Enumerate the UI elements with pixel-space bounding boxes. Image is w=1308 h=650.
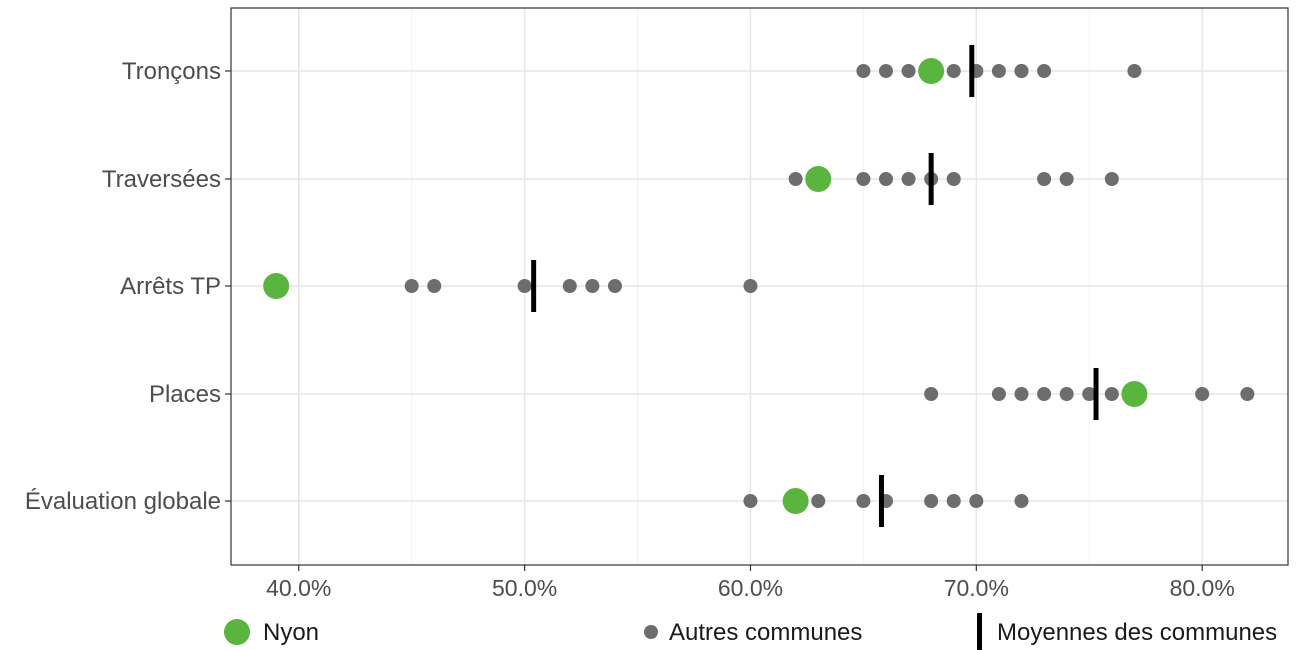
- autres-communes-point: [743, 279, 758, 293]
- nyon-point: [805, 166, 832, 192]
- grid-lines: [231, 8, 1288, 565]
- autres-communes-point: [404, 279, 419, 293]
- y-tick-label-traversees: Traversées: [102, 166, 221, 193]
- legend: Nyon Autres communes Moyennes des communes: [224, 613, 1277, 650]
- autres-communes-point: [946, 172, 961, 186]
- moyenne-bar: [878, 475, 884, 527]
- moyenne-bar: [969, 45, 975, 97]
- autres-communes-point: [1082, 387, 1097, 401]
- autres-communes-point: [991, 64, 1006, 78]
- y-tick-label-arrets-tp: Arrêts TP: [120, 273, 221, 300]
- chart-marks: [263, 45, 1255, 527]
- nyon-point: [1121, 381, 1148, 407]
- autres-communes-point: [924, 387, 939, 401]
- autres-communes-point: [585, 279, 600, 293]
- legend-autres-marker: [644, 625, 658, 639]
- x-tick-label: 60.0%: [718, 575, 783, 601]
- autres-communes-point: [878, 172, 893, 186]
- y-tick-label-troncons: Tronçons: [122, 58, 221, 85]
- nyon-point: [918, 58, 945, 84]
- legend-nyon-label: Nyon: [263, 619, 319, 646]
- autres-communes-point: [427, 279, 442, 293]
- legend-moyennes-marker: [977, 613, 982, 650]
- autres-communes-point: [1127, 64, 1142, 78]
- y-tick-label-evaluation-globale: Évaluation globale: [25, 488, 221, 515]
- moyenne-bar: [531, 260, 537, 312]
- autres-communes-point: [856, 494, 871, 508]
- x-tick-label: 40.0%: [266, 575, 331, 601]
- legend-nyon-marker: [224, 619, 250, 645]
- y-axis: Tronçons Traversées Arrêts TP Places Évaluat…: [25, 58, 231, 515]
- autres-communes-point: [811, 494, 826, 508]
- nyon-point: [782, 488, 809, 514]
- autres-communes-point: [1240, 387, 1255, 401]
- autres-communes-point: [1037, 387, 1052, 401]
- x-tick-label: 70.0%: [944, 575, 1009, 601]
- autres-communes-point: [743, 494, 758, 508]
- autres-communes-point: [788, 172, 803, 186]
- autres-communes-point: [1195, 387, 1210, 401]
- moyenne-bar: [928, 153, 934, 205]
- x-tick-label: 50.0%: [492, 575, 557, 601]
- autres-communes-point: [1037, 172, 1052, 186]
- autres-communes-point: [856, 64, 871, 78]
- y-tick-label-places: Places: [149, 381, 221, 408]
- autres-communes-point: [607, 279, 622, 293]
- autres-communes-point: [856, 172, 871, 186]
- autres-communes-point: [1059, 172, 1074, 186]
- autres-communes-point: [1104, 387, 1119, 401]
- autres-communes-point: [991, 387, 1006, 401]
- autres-communes-point: [1059, 387, 1074, 401]
- autres-communes-point: [878, 64, 893, 78]
- nyon-point: [263, 273, 290, 299]
- x-axis: 40.0% 50.0% 60.0% 70.0% 80.0%: [266, 565, 1235, 601]
- x-tick-label: 80.0%: [1170, 575, 1235, 601]
- moyenne-bar: [1093, 368, 1099, 420]
- autres-communes-point: [946, 494, 961, 508]
- legend-moyennes-label: Moyennes des communes: [997, 619, 1277, 646]
- autres-communes-point: [1104, 172, 1119, 186]
- autres-communes-point: [969, 494, 984, 508]
- autres-communes-point: [901, 172, 916, 186]
- autres-communes-point: [946, 64, 961, 78]
- autres-communes-point: [1014, 494, 1029, 508]
- autres-communes-point: [1014, 387, 1029, 401]
- legend-autres-label: Autres communes: [669, 619, 862, 646]
- autres-communes-point: [901, 64, 916, 78]
- autres-communes-point: [562, 279, 577, 293]
- autres-communes-point: [1037, 64, 1052, 78]
- autres-communes-point: [517, 279, 532, 293]
- autres-communes-point: [924, 494, 939, 508]
- autres-communes-point: [1014, 64, 1029, 78]
